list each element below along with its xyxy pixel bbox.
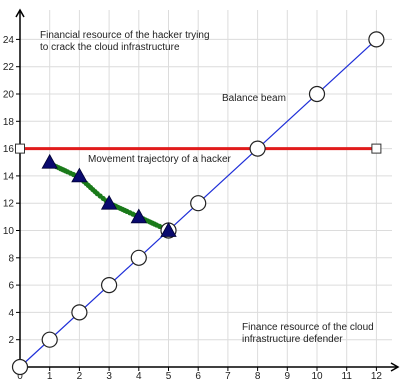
balance-beam-end-marker [15,143,25,154]
x-tick-label: 0 [17,371,23,380]
hacker-point [71,167,88,183]
defender-point [308,85,326,103]
x-tick-label: 12 [371,371,383,380]
y-tick-label: 20 [3,90,15,101]
defender-point [249,140,266,157]
balance-beam-end-marker [371,143,382,154]
y-tick-label: 8 [8,253,14,264]
y-tick-label: 22 [3,62,15,73]
x-tick-label: 9 [285,371,291,380]
defender-point [41,331,58,348]
x-tick-label: 1 [47,371,53,380]
hacker-point [160,222,177,237]
x-tick-label: 8 [255,371,261,380]
x-tick-label: 5 [166,371,172,380]
x-tick-label: 2 [77,371,83,380]
hacker-point [130,208,147,224]
defender-resource-annotation: Finance resource of the cloud infrastruct… [242,322,374,345]
y-tick-label: 2 [8,335,14,346]
y-axis-arrow [15,8,25,18]
y-tick-label: 16 [3,144,15,155]
x-tick-label: 4 [136,371,142,380]
x-tick-label: 3 [106,371,112,380]
defender-point [368,31,385,48]
defender-point [71,304,88,321]
hacker-point [41,153,58,169]
x-tick-label: 11 [342,371,353,380]
x-tick-label: 10 [311,371,323,380]
hacker-resource-annotation: Financial resource of the hacker trying t… [40,30,210,53]
y-tick-label: 18 [3,117,15,128]
x-tick-label: 6 [195,371,201,380]
defender-point [130,249,147,266]
defender-point [190,195,207,212]
trajectory-annotation: Movement trajectory of a hacker [88,154,232,165]
balance-beam-annotation: Balance beam [222,93,286,104]
x-axis-arrow [390,362,400,372]
hacker-point [100,194,118,210]
y-tick-label: 24 [3,35,15,46]
y-tick-label: 6 [8,281,14,292]
y-tick-label: 14 [3,171,15,182]
defender-point [11,358,29,376]
defender-point [100,277,118,294]
y-tick-label: 12 [3,199,15,210]
y-tick-label: 4 [8,308,14,319]
x-tick-label: 7 [225,371,231,380]
y-tick-label: 10 [3,226,15,237]
